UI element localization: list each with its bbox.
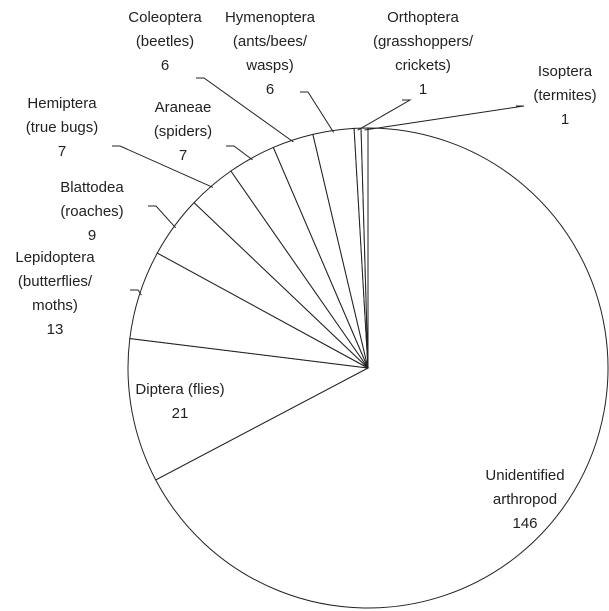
slice-value: 1 [419, 81, 427, 98]
pie-slice [360, 127, 369, 369]
slice-label: (ants/bees/ [233, 33, 308, 50]
slice-value: 6 [266, 81, 274, 98]
slice-label: wasps) [245, 57, 294, 74]
slice-label: (grasshoppers/ [373, 33, 474, 50]
slice-label: Coleoptera [128, 9, 202, 26]
slice-label: moths) [32, 297, 78, 314]
leader-line [196, 77, 294, 143]
slice-value: 7 [179, 147, 187, 164]
slice-label: Hymenoptera [225, 9, 316, 26]
slice-value: 9 [88, 227, 96, 244]
slice-label: Hemiptera [27, 95, 97, 112]
slice-value: 21 [172, 405, 189, 422]
slice-label: Araneae [155, 99, 212, 116]
slice-label: Isoptera [538, 63, 593, 80]
slice-label: (roaches) [60, 203, 123, 220]
pie-slice [155, 127, 609, 609]
leader-line [357, 99, 412, 131]
slice-value: 146 [512, 515, 537, 532]
slice-label: (butterflies/ [18, 273, 93, 290]
slice-value: 13 [47, 321, 64, 338]
slice-value: 6 [161, 57, 169, 74]
slice-label: Blattodea [60, 179, 124, 196]
slice-label: (spiders) [154, 123, 212, 140]
leader-line [130, 289, 142, 296]
slice-value: 1 [561, 111, 569, 128]
slice-label: crickets) [395, 57, 451, 74]
pie-slice [127, 337, 370, 481]
leader-line [300, 91, 335, 133]
slice-value: 7 [58, 143, 66, 160]
slice-label: (beetles) [136, 33, 194, 50]
leader-line [112, 145, 214, 188]
slice-label: Lepidoptera [15, 249, 95, 266]
slice-label: Diptera (flies) [135, 381, 224, 398]
leader-line [364, 105, 525, 131]
leader-line [226, 145, 253, 161]
slice-label: Unidentified [485, 467, 564, 484]
slice-label: (true bugs) [26, 119, 99, 136]
slice-label: Orthoptera [387, 9, 459, 26]
slice-label: (termites) [533, 87, 596, 104]
leader-line [148, 205, 177, 229]
slice-label: arthropod [493, 491, 557, 508]
